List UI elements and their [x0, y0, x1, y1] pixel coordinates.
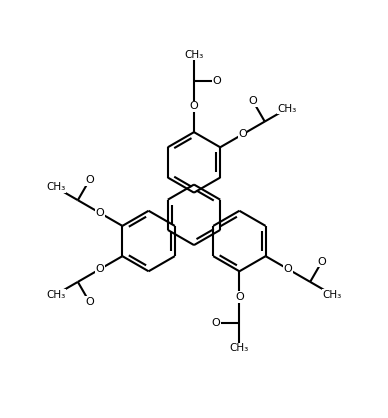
Text: CH₃: CH₃ — [230, 344, 249, 354]
Text: O: O — [212, 318, 221, 328]
Text: CH₃: CH₃ — [46, 182, 65, 192]
Text: CH₃: CH₃ — [46, 290, 65, 300]
Text: O: O — [190, 102, 198, 112]
Text: O: O — [317, 257, 326, 267]
Text: O: O — [238, 130, 247, 140]
Text: CH₃: CH₃ — [277, 104, 297, 114]
Text: CH₃: CH₃ — [323, 290, 342, 300]
Text: O: O — [249, 97, 258, 107]
Text: O: O — [213, 76, 222, 86]
Text: O: O — [235, 292, 244, 302]
Text: O: O — [96, 208, 104, 218]
Text: CH₃: CH₃ — [184, 50, 204, 60]
Text: O: O — [85, 175, 94, 185]
Text: O: O — [284, 264, 292, 274]
Text: O: O — [85, 297, 94, 307]
Text: O: O — [96, 264, 104, 274]
